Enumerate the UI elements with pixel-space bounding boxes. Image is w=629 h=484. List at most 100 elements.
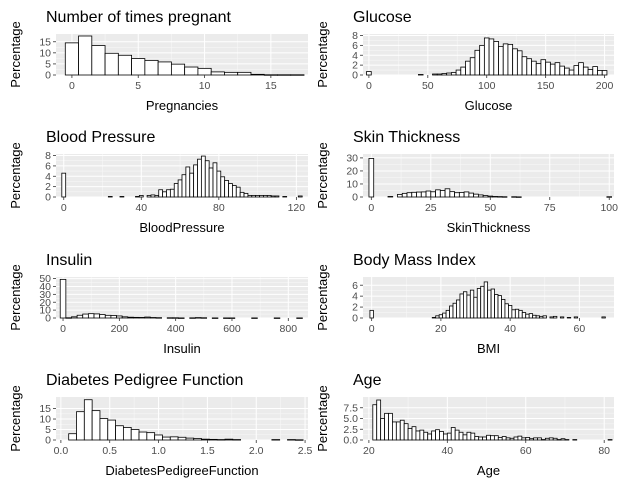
histogram-bar bbox=[154, 434, 163, 441]
histogram-bar bbox=[487, 289, 492, 319]
y-tick-label: 2.5 bbox=[343, 424, 358, 436]
x-tick-label: 1.0 bbox=[151, 445, 166, 457]
histogram-bar bbox=[138, 195, 144, 198]
histogram-bar bbox=[64, 42, 79, 76]
x-tick-label: 60 bbox=[520, 445, 532, 457]
histogram-bar bbox=[445, 309, 450, 319]
histogram-bar bbox=[166, 317, 174, 319]
y-tick-label: 0 bbox=[45, 313, 51, 325]
chart-title: Body Mass Index bbox=[353, 252, 476, 269]
y-tick-label: 0.0 bbox=[343, 435, 358, 447]
histogram-bar bbox=[526, 58, 532, 76]
chart-title: Blood Pressure bbox=[46, 129, 155, 146]
histogram-bar bbox=[462, 291, 468, 319]
histogram-bar bbox=[189, 317, 196, 319]
histogram-bar bbox=[294, 439, 304, 441]
y-tick-label: 10 bbox=[39, 414, 51, 426]
histogram-bar bbox=[185, 437, 195, 441]
y-tick-label: 6 bbox=[352, 280, 358, 292]
histogram-bar bbox=[431, 430, 436, 441]
y-axis-title: Percentage bbox=[8, 142, 23, 209]
x-tick-label: 0 bbox=[368, 202, 374, 214]
x-tick-label: 100 bbox=[600, 202, 618, 214]
histogram-bar bbox=[166, 189, 171, 198]
y-axis-title: Percentage bbox=[315, 21, 330, 88]
x-tick-label: 25 bbox=[425, 202, 437, 214]
histogram-bar bbox=[548, 437, 554, 441]
histogram-bar bbox=[138, 317, 146, 319]
histogram-bar bbox=[480, 285, 485, 319]
histogram-bar bbox=[204, 160, 210, 198]
histogram-bar bbox=[231, 185, 237, 198]
histogram-bar bbox=[465, 60, 471, 76]
y-tick-label: 20 bbox=[39, 297, 51, 309]
histogram-bar bbox=[460, 66, 466, 76]
histogram-bar bbox=[505, 437, 511, 441]
histogram-bar bbox=[162, 191, 167, 198]
x-tick-label: 15 bbox=[265, 80, 277, 92]
histogram-bar bbox=[478, 436, 484, 441]
histogram-bar bbox=[470, 432, 476, 441]
histogram-bar bbox=[469, 289, 475, 319]
y-tick-label: 15 bbox=[39, 403, 51, 415]
histogram-bar bbox=[427, 433, 433, 441]
histogram-bar bbox=[376, 399, 382, 441]
x-tick-label: 0.5 bbox=[102, 445, 117, 457]
y-tick-label: 5.0 bbox=[343, 413, 358, 425]
histogram-bar bbox=[119, 196, 125, 198]
x-tick-label: 200 bbox=[111, 323, 129, 335]
histogram-bar bbox=[528, 313, 534, 319]
histogram-bar bbox=[531, 60, 537, 76]
histogram-bar bbox=[130, 429, 140, 441]
x-axis-title: BloodPressure bbox=[139, 220, 224, 235]
y-tick-label: 0 bbox=[45, 435, 51, 447]
histogram-bar bbox=[435, 189, 441, 198]
histogram-bar bbox=[99, 314, 106, 319]
x-tick-label: 400 bbox=[167, 323, 185, 335]
histogram-bar bbox=[560, 438, 566, 441]
y-tick-label: 8 bbox=[352, 30, 358, 42]
histogram-bar bbox=[462, 434, 468, 441]
y-tick-label: 40 bbox=[39, 281, 51, 293]
histogram-bar bbox=[91, 45, 106, 76]
histogram-bar bbox=[250, 73, 265, 76]
y-tick-label: 5 bbox=[45, 59, 51, 71]
histogram-bar bbox=[169, 436, 179, 441]
histogram-bar bbox=[372, 404, 378, 441]
x-tick-label: 20 bbox=[363, 445, 375, 457]
histogram-bar bbox=[115, 425, 124, 441]
histogram-bar bbox=[193, 438, 202, 441]
histogram-bar bbox=[417, 74, 424, 76]
histogram-bar bbox=[564, 439, 570, 441]
histogram-bar bbox=[442, 433, 448, 441]
histogram-bar bbox=[449, 305, 454, 319]
histogram-bar bbox=[463, 191, 470, 198]
histogram-bar bbox=[117, 54, 133, 76]
x-tick-label: 0 bbox=[369, 323, 375, 335]
chart-title: Glucose bbox=[353, 9, 412, 26]
histogram-bar bbox=[251, 317, 258, 319]
y-axis-title: Percentage bbox=[315, 264, 330, 331]
y-tick-label: 50 bbox=[39, 273, 51, 285]
histogram-bar bbox=[178, 317, 185, 319]
histogram-bar bbox=[411, 426, 417, 441]
y-tick-label: 30 bbox=[39, 289, 51, 301]
histogram-bar bbox=[458, 192, 465, 198]
histogram-bar bbox=[91, 410, 101, 441]
histogram-bar bbox=[483, 37, 490, 76]
histogram-bar bbox=[516, 50, 523, 76]
x-axis-title: BMI bbox=[477, 341, 500, 356]
histogram-bar bbox=[435, 429, 440, 441]
histogram-bar bbox=[454, 192, 460, 198]
histogram-bar bbox=[228, 183, 233, 198]
histogram-bar bbox=[296, 317, 303, 319]
x-tick-label: 0.0 bbox=[54, 445, 69, 457]
histogram-bar bbox=[566, 317, 572, 319]
histogram-bar bbox=[259, 195, 264, 198]
histogram-bar bbox=[532, 314, 537, 319]
histogram-bar bbox=[549, 63, 556, 76]
x-tick-label: 800 bbox=[280, 323, 298, 335]
chart-title: Skin Thickness bbox=[353, 129, 460, 146]
